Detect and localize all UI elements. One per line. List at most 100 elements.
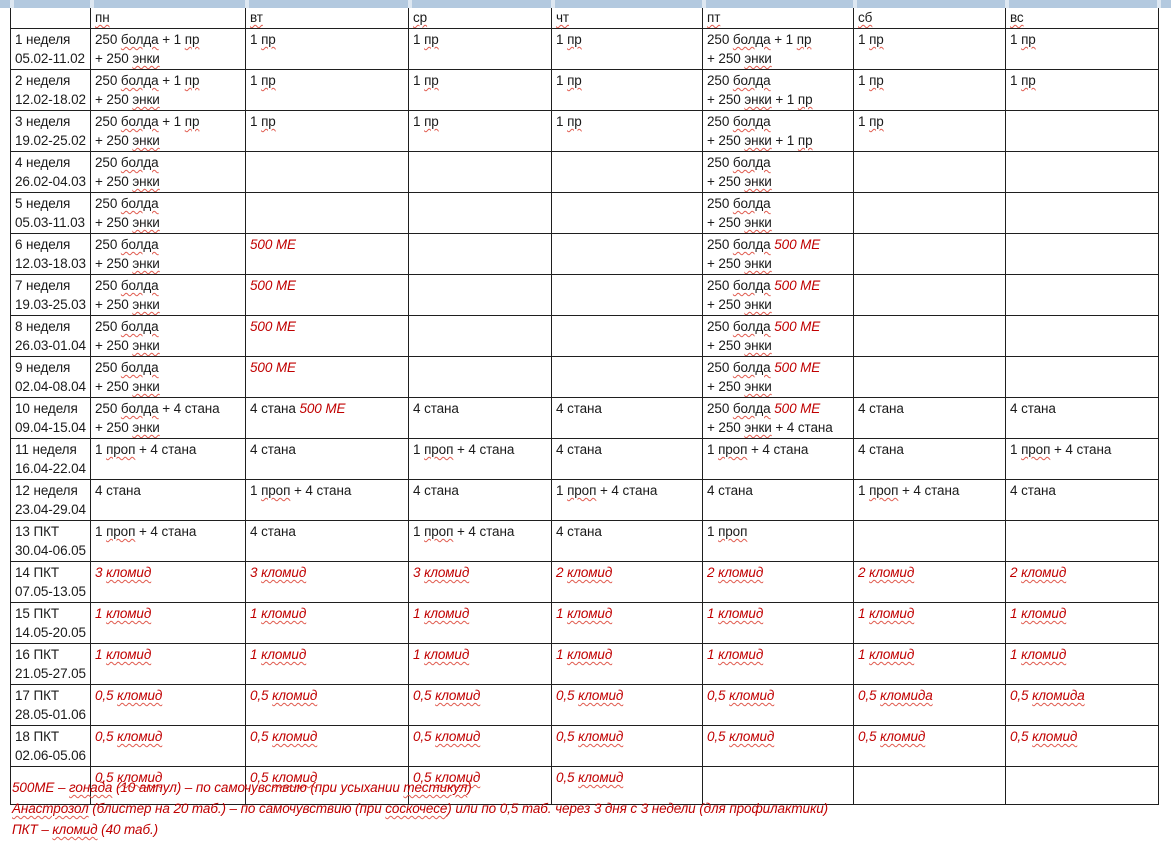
week-label-cell[interactable]: 9 неделя 02.04-08.04 <box>10 356 91 398</box>
schedule-cell-sun[interactable]: 4 стана <box>1005 397 1159 439</box>
schedule-cell-sat[interactable]: 1 пр <box>853 69 1006 111</box>
schedule-cell-thu[interactable]: 1 пр <box>551 28 703 70</box>
schedule-cell-thu[interactable] <box>551 233 703 275</box>
schedule-cell-wed[interactable]: 1 кломид <box>408 643 552 685</box>
week-label-cell[interactable] <box>10 766 91 805</box>
schedule-cell-thu[interactable]: 1 проп + 4 стана <box>551 479 703 521</box>
schedule-cell-fri[interactable]: 0,5 кломид <box>702 725 854 767</box>
schedule-cell-fri[interactable]: 1 кломид <box>702 602 854 644</box>
schedule-cell-tue[interactable]: 500 МЕ <box>245 233 409 275</box>
schedule-cell-mon[interactable]: 250 болда + 250 энки <box>90 274 246 316</box>
schedule-cell-sat[interactable] <box>853 356 1006 398</box>
schedule-cell-wed[interactable]: 0,5 кломид <box>408 725 552 767</box>
schedule-cell-wed[interactable] <box>408 233 552 275</box>
schedule-cell-fri[interactable]: 250 болда 500 МЕ + 250 энки <box>702 356 854 398</box>
schedule-cell-tue[interactable]: 1 пр <box>245 110 409 152</box>
schedule-cell-fri[interactable]: 4 стана <box>702 479 854 521</box>
week-label-cell[interactable]: 4 неделя 26.02-04.03 <box>10 151 91 193</box>
column-header-empty[interactable] <box>10 8 91 29</box>
schedule-cell-wed[interactable]: 1 пр <box>408 69 552 111</box>
schedule-cell-sun[interactable] <box>1005 520 1159 562</box>
schedule-cell-thu[interactable]: 0,5 кломид <box>551 684 703 726</box>
schedule-cell-sun[interactable]: 4 стана <box>1005 479 1159 521</box>
schedule-cell-mon[interactable]: 250 болда + 250 энки <box>90 315 246 357</box>
schedule-cell-wed[interactable]: 1 пр <box>408 110 552 152</box>
schedule-cell-fri[interactable]: 250 болда 500 МЕ + 250 энки <box>702 233 854 275</box>
column-header-tue[interactable]: вт <box>245 8 409 29</box>
schedule-cell-wed[interactable]: 4 стана <box>408 479 552 521</box>
schedule-cell-thu[interactable] <box>551 192 703 234</box>
schedule-cell-wed[interactable] <box>408 315 552 357</box>
schedule-cell-tue[interactable]: 500 МЕ <box>245 356 409 398</box>
week-label-cell[interactable]: 6 неделя 12.03-18.03 <box>10 233 91 275</box>
week-label-cell[interactable]: 8 неделя 26.03-01.04 <box>10 315 91 357</box>
column-header-mon[interactable]: пн <box>90 8 246 29</box>
schedule-cell-sat[interactable]: 4 стана <box>853 397 1006 439</box>
schedule-cell-wed[interactable]: 1 проп + 4 стана <box>408 520 552 562</box>
schedule-cell-sat[interactable] <box>853 151 1006 193</box>
schedule-cell-fri[interactable]: 250 болда 500 МЕ + 250 энки <box>702 274 854 316</box>
schedule-cell-sat[interactable]: 0,5 кломид <box>853 725 1006 767</box>
schedule-cell-thu[interactable]: 1 кломид <box>551 602 703 644</box>
schedule-cell-wed[interactable]: 1 проп + 4 стана <box>408 438 552 480</box>
schedule-cell-thu[interactable]: 1 пр <box>551 69 703 111</box>
schedule-cell-mon[interactable]: 1 кломид <box>90 643 246 685</box>
week-label-cell[interactable]: 11 неделя 16.04-22.04 <box>10 438 91 480</box>
schedule-cell-thu[interactable]: 4 стана <box>551 438 703 480</box>
schedule-cell-sun[interactable]: 1 пр <box>1005 28 1159 70</box>
schedule-cell-fri[interactable] <box>702 766 854 805</box>
schedule-cell-mon[interactable]: 1 проп + 4 стана <box>90 520 246 562</box>
schedule-cell-tue[interactable]: 1 пр <box>245 69 409 111</box>
schedule-cell-mon[interactable]: 250 болда + 4 стана + 250 энки <box>90 397 246 439</box>
schedule-cell-fri[interactable]: 1 проп <box>702 520 854 562</box>
week-label-cell[interactable]: 10 неделя 09.04-15.04 <box>10 397 91 439</box>
schedule-cell-sun[interactable]: 1 кломид <box>1005 643 1159 685</box>
schedule-cell-sun[interactable] <box>1005 315 1159 357</box>
week-label-cell[interactable]: 2 неделя 12.02-18.02 <box>10 69 91 111</box>
schedule-cell-sat[interactable] <box>853 766 1006 805</box>
schedule-cell-sun[interactable]: 1 проп + 4 стана <box>1005 438 1159 480</box>
schedule-cell-thu[interactable]: 2 кломид <box>551 561 703 603</box>
schedule-cell-thu[interactable]: 0,5 кломид <box>551 766 703 805</box>
schedule-cell-sat[interactable] <box>853 520 1006 562</box>
schedule-cell-thu[interactable] <box>551 356 703 398</box>
schedule-cell-sat[interactable]: 1 кломид <box>853 643 1006 685</box>
schedule-cell-tue[interactable] <box>245 151 409 193</box>
schedule-cell-thu[interactable] <box>551 151 703 193</box>
schedule-cell-wed[interactable]: 4 стана <box>408 397 552 439</box>
week-label-cell[interactable]: 17 ПКТ 28.05-01.06 <box>10 684 91 726</box>
schedule-cell-fri[interactable]: 1 проп + 4 стана <box>702 438 854 480</box>
schedule-cell-wed[interactable] <box>408 151 552 193</box>
schedule-cell-mon[interactable]: 250 болда + 1 пр + 250 энки <box>90 69 246 111</box>
week-label-cell[interactable]: 18 ПКТ 02.06-05.06 <box>10 725 91 767</box>
schedule-cell-tue[interactable]: 1 кломид <box>245 643 409 685</box>
schedule-cell-tue[interactable]: 4 стана <box>245 438 409 480</box>
schedule-cell-sat[interactable]: 1 пр <box>853 28 1006 70</box>
schedule-cell-tue[interactable]: 4 стана <box>245 520 409 562</box>
schedule-cell-mon[interactable]: 250 болда + 250 энки <box>90 192 246 234</box>
schedule-cell-mon[interactable]: 250 болда + 250 энки <box>90 151 246 193</box>
schedule-cell-sat[interactable]: 1 проп + 4 стана <box>853 479 1006 521</box>
schedule-cell-tue[interactable]: 3 кломид <box>245 561 409 603</box>
schedule-cell-mon[interactable]: 3 кломид <box>90 561 246 603</box>
schedule-cell-tue[interactable]: 0,5 кломид <box>245 684 409 726</box>
week-label-cell[interactable]: 16 ПКТ 21.05-27.05 <box>10 643 91 685</box>
schedule-cell-tue[interactable]: 4 стана 500 МЕ <box>245 397 409 439</box>
schedule-cell-thu[interactable]: 1 пр <box>551 110 703 152</box>
schedule-cell-fri[interactable]: 2 кломид <box>702 561 854 603</box>
week-label-cell[interactable]: 1 неделя 05.02-11.02 <box>10 28 91 70</box>
schedule-cell-thu[interactable]: 4 стана <box>551 520 703 562</box>
schedule-cell-sat[interactable]: 1 кломид <box>853 602 1006 644</box>
schedule-cell-tue[interactable]: 1 кломид <box>245 602 409 644</box>
schedule-cell-fri[interactable]: 250 болда + 250 энки + 1 пр <box>702 69 854 111</box>
schedule-cell-sat[interactable]: 4 стана <box>853 438 1006 480</box>
week-label-cell[interactable]: 5 неделя 05.03-11.03 <box>10 192 91 234</box>
schedule-cell-sun[interactable]: 0,5 кломида <box>1005 684 1159 726</box>
schedule-cell-fri[interactable]: 250 болда 500 МЕ + 250 энки <box>702 315 854 357</box>
week-label-cell[interactable]: 3 неделя 19.02-25.02 <box>10 110 91 152</box>
footnote-line[interactable]: Анастрозол (блистер на 20 таб.) – по сам… <box>12 798 1162 819</box>
schedule-cell-sat[interactable] <box>853 274 1006 316</box>
schedule-cell-sun[interactable] <box>1005 151 1159 193</box>
schedule-cell-mon[interactable]: 4 стана <box>90 479 246 521</box>
schedule-cell-fri[interactable]: 0,5 кломид <box>702 684 854 726</box>
